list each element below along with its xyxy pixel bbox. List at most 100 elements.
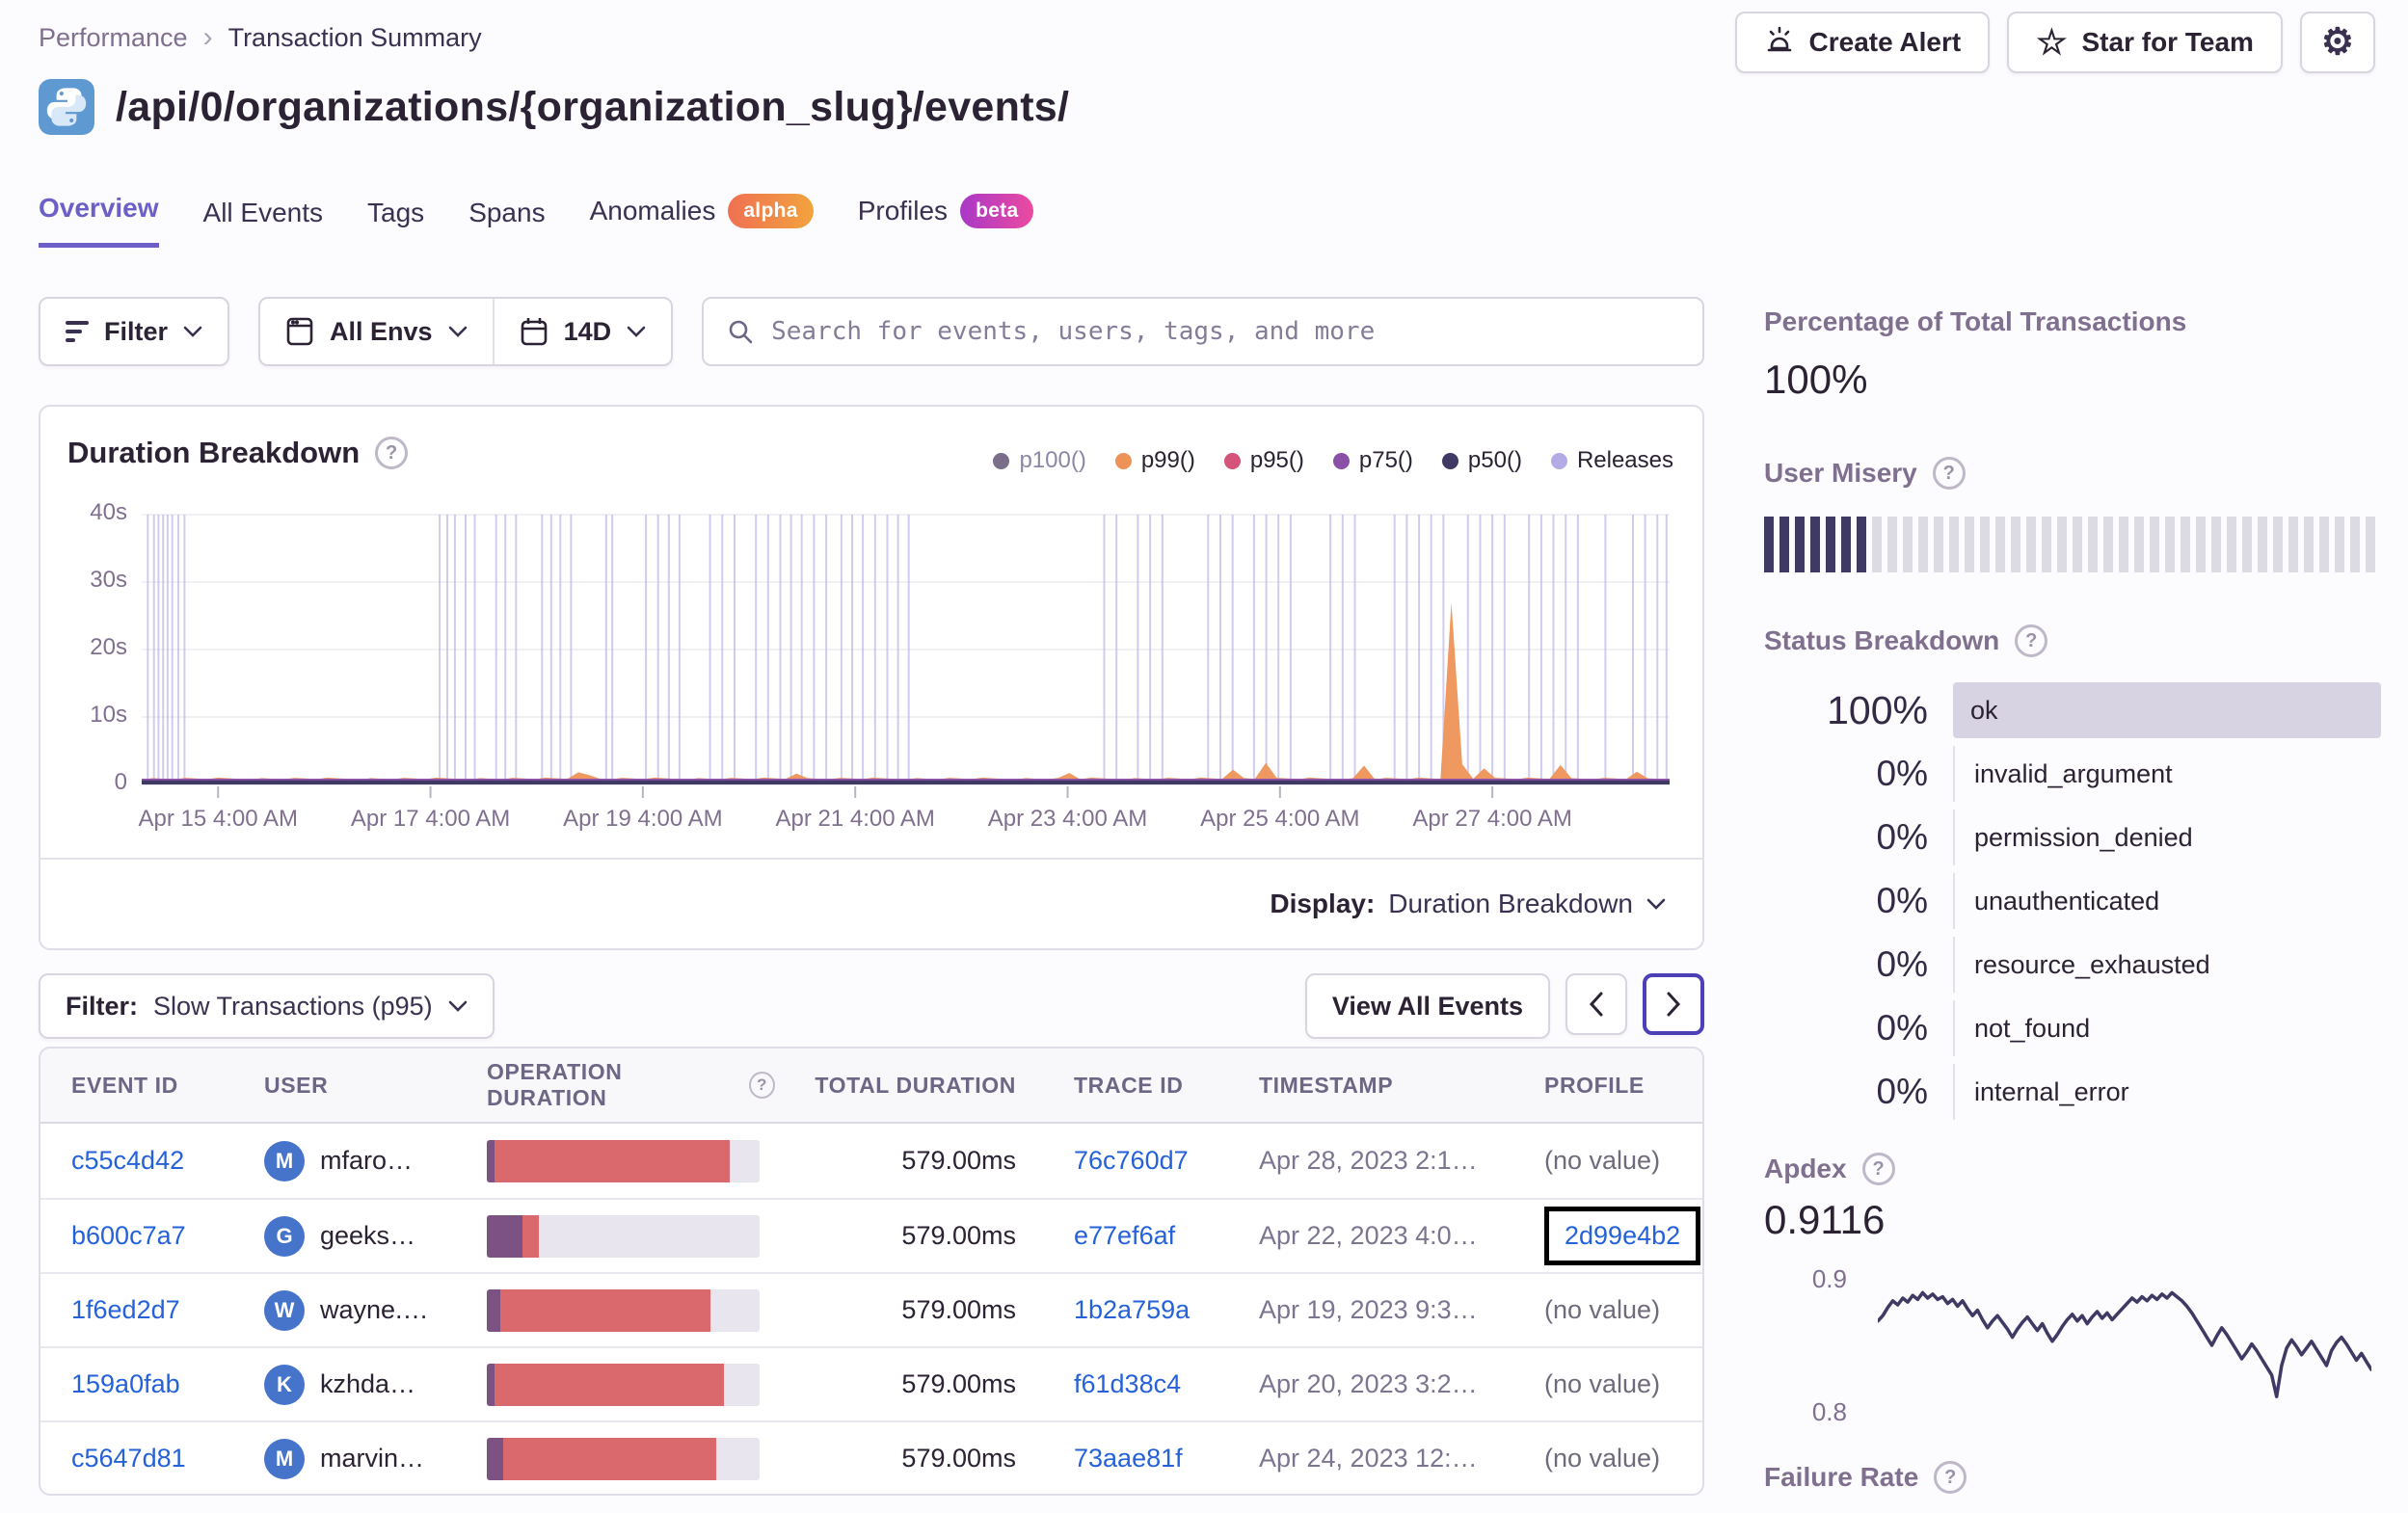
misery-bar-empty	[2258, 517, 2267, 572]
date-range-selector[interactable]: 14D	[495, 299, 672, 364]
trace-id-link[interactable]: f61d38c4	[1074, 1369, 1182, 1398]
misery-bar-empty	[2103, 517, 2113, 572]
column-header-event-id[interactable]: EVENT ID	[71, 1072, 178, 1098]
help-icon[interactable]	[748, 1072, 775, 1099]
status-label-ok: ok	[1953, 682, 2381, 738]
tab-overview[interactable]: Overview	[39, 193, 159, 248]
help-icon[interactable]	[2015, 624, 2048, 657]
search-input[interactable]	[771, 317, 1679, 346]
legend-item-p95[interactable]: p95()	[1223, 447, 1304, 474]
column-header-timestamp[interactable]: TIMESTAMP	[1259, 1072, 1394, 1098]
misery-bar-empty	[1887, 517, 1897, 572]
legend-item-p75[interactable]: p75()	[1332, 447, 1413, 474]
profile-cell: (no value)	[1544, 1295, 1702, 1325]
misery-bar-empty	[1934, 517, 1943, 572]
total-duration: 579.00ms	[901, 1295, 1016, 1324]
status-percent: 0%	[1876, 1072, 1928, 1111]
settings-button[interactable]: ⚙	[2299, 12, 2375, 73]
chart-footer: Display: Duration Breakdown	[40, 858, 1702, 948]
event-id-link[interactable]: c55c4d42	[71, 1146, 185, 1175]
previous-page-button[interactable]	[1565, 973, 1627, 1035]
event-id-link[interactable]: 1f6ed2d7	[71, 1295, 180, 1324]
profile-link[interactable]: 2d99e4b2	[1565, 1221, 1681, 1250]
event-id-link[interactable]: c5647d81	[71, 1444, 186, 1473]
column-header-trace-id[interactable]: TRACE ID	[1074, 1072, 1184, 1098]
user-misery-section: User Misery	[1764, 457, 2381, 572]
chart-title: Duration Breakdown	[67, 436, 361, 469]
help-icon[interactable]	[1861, 1153, 1895, 1185]
operation-duration-bar	[487, 1139, 760, 1182]
y-axis-label: 10s	[90, 702, 127, 728]
display-label: Display:	[1270, 889, 1376, 918]
divider	[492, 299, 495, 364]
filter-dropdown[interactable]: Filter	[39, 297, 230, 366]
legend-item-Releases[interactable]: Releases	[1550, 447, 1673, 474]
tab-all-events[interactable]: All Events	[202, 198, 324, 227]
misery-bar-empty	[2011, 517, 2020, 572]
tab-profiles[interactable]: Profiles beta	[858, 194, 1034, 248]
apdex-section: Apdex 0.9116 0.9 0.8	[1764, 1153, 2381, 1451]
tab-tags[interactable]: Tags	[367, 198, 425, 227]
column-header-profile[interactable]: PROFILE	[1544, 1072, 1645, 1098]
apdex-heading: Apdex	[1764, 1154, 1847, 1183]
timestamp: Apr 22, 2023 4:0…	[1259, 1221, 1478, 1250]
misery-bar-filled	[1810, 517, 1820, 572]
star-for-team-button[interactable]: ☆ Star for Team	[2007, 12, 2283, 73]
legend-dot	[1550, 452, 1567, 469]
status-percent: 0%	[1876, 817, 1928, 857]
x-axis-label: Apr 21 4:00 AM	[775, 806, 935, 832]
misery-bar-empty	[1980, 517, 1990, 572]
trace-id-link[interactable]: 1b2a759a	[1074, 1295, 1191, 1324]
misery-bar-empty	[2319, 517, 2329, 572]
total-duration: 579.00ms	[901, 1369, 1016, 1398]
column-header-total-duration[interactable]: TOTAL DURATION	[815, 1072, 1016, 1098]
environment-selector[interactable]: All Envs	[260, 299, 493, 364]
y-axis-label: 0	[114, 769, 127, 795]
trace-id-link[interactable]: 76c760d7	[1074, 1146, 1189, 1175]
search-box[interactable]	[702, 297, 1704, 366]
legend-item-p50[interactable]: p50()	[1441, 447, 1522, 474]
status-row: 100% ok	[1764, 682, 2381, 738]
status-row: 0% internal_error	[1764, 1064, 2381, 1120]
help-icon[interactable]	[375, 437, 409, 469]
help-icon[interactable]	[1932, 457, 1966, 490]
column-header-operation-duration[interactable]: OPERATION DURATION	[487, 1059, 775, 1111]
status-percent: 0%	[1876, 1008, 1928, 1048]
timestamp: Apr 20, 2023 3:2…	[1259, 1369, 1478, 1398]
filter-row: Filter All Envs 14D	[39, 297, 1704, 366]
misery-bar-empty	[2165, 517, 2175, 572]
slow-transactions-filter-dropdown[interactable]: Filter: Slow Transactions (p95)	[39, 973, 495, 1039]
beta-badge: beta	[960, 194, 1034, 228]
legend-item-p99[interactable]: p99()	[1114, 447, 1195, 474]
column-header-user[interactable]: USER	[264, 1072, 329, 1098]
user-misery-bar	[1764, 517, 2381, 572]
tab-bar: Overview All Events Tags Spans Anomalies…	[39, 193, 1034, 248]
view-all-events-button[interactable]: View All Events	[1304, 973, 1550, 1039]
event-id-link[interactable]: b600c7a7	[71, 1221, 186, 1250]
misery-bar-empty	[2026, 517, 2036, 572]
misery-bar-empty	[2273, 517, 2283, 572]
help-icon[interactable]	[1934, 1461, 1967, 1494]
display-dropdown[interactable]: Duration Breakdown	[1388, 889, 1666, 919]
trace-id-link[interactable]: e77ef6af	[1074, 1221, 1176, 1250]
breadcrumb-performance[interactable]: Performance	[39, 22, 188, 52]
profile-no-value: (no value)	[1544, 1369, 1661, 1398]
tab-anomalies[interactable]: Anomalies alpha	[590, 194, 814, 248]
status-label-not_found: not_found	[1953, 1000, 2381, 1056]
next-page-button[interactable]	[1643, 973, 1704, 1035]
misery-bar-empty	[2150, 517, 2159, 572]
siren-icon	[1764, 24, 1795, 62]
status-row: 0% resource_exhausted	[1764, 937, 2381, 993]
tab-spans[interactable]: Spans	[468, 198, 546, 227]
trace-cell: 73aae81f	[1074, 1444, 1259, 1473]
legend-item-p100[interactable]: p100()	[993, 447, 1086, 474]
trace-id-link[interactable]: 73aae81f	[1074, 1444, 1183, 1473]
create-alert-button[interactable]: Create Alert	[1734, 12, 1991, 73]
status-breakdown-heading: Status Breakdown	[1764, 625, 2000, 655]
event-id-link[interactable]: 159a0fab	[71, 1369, 180, 1398]
total-duration: 579.00ms	[901, 1444, 1016, 1473]
